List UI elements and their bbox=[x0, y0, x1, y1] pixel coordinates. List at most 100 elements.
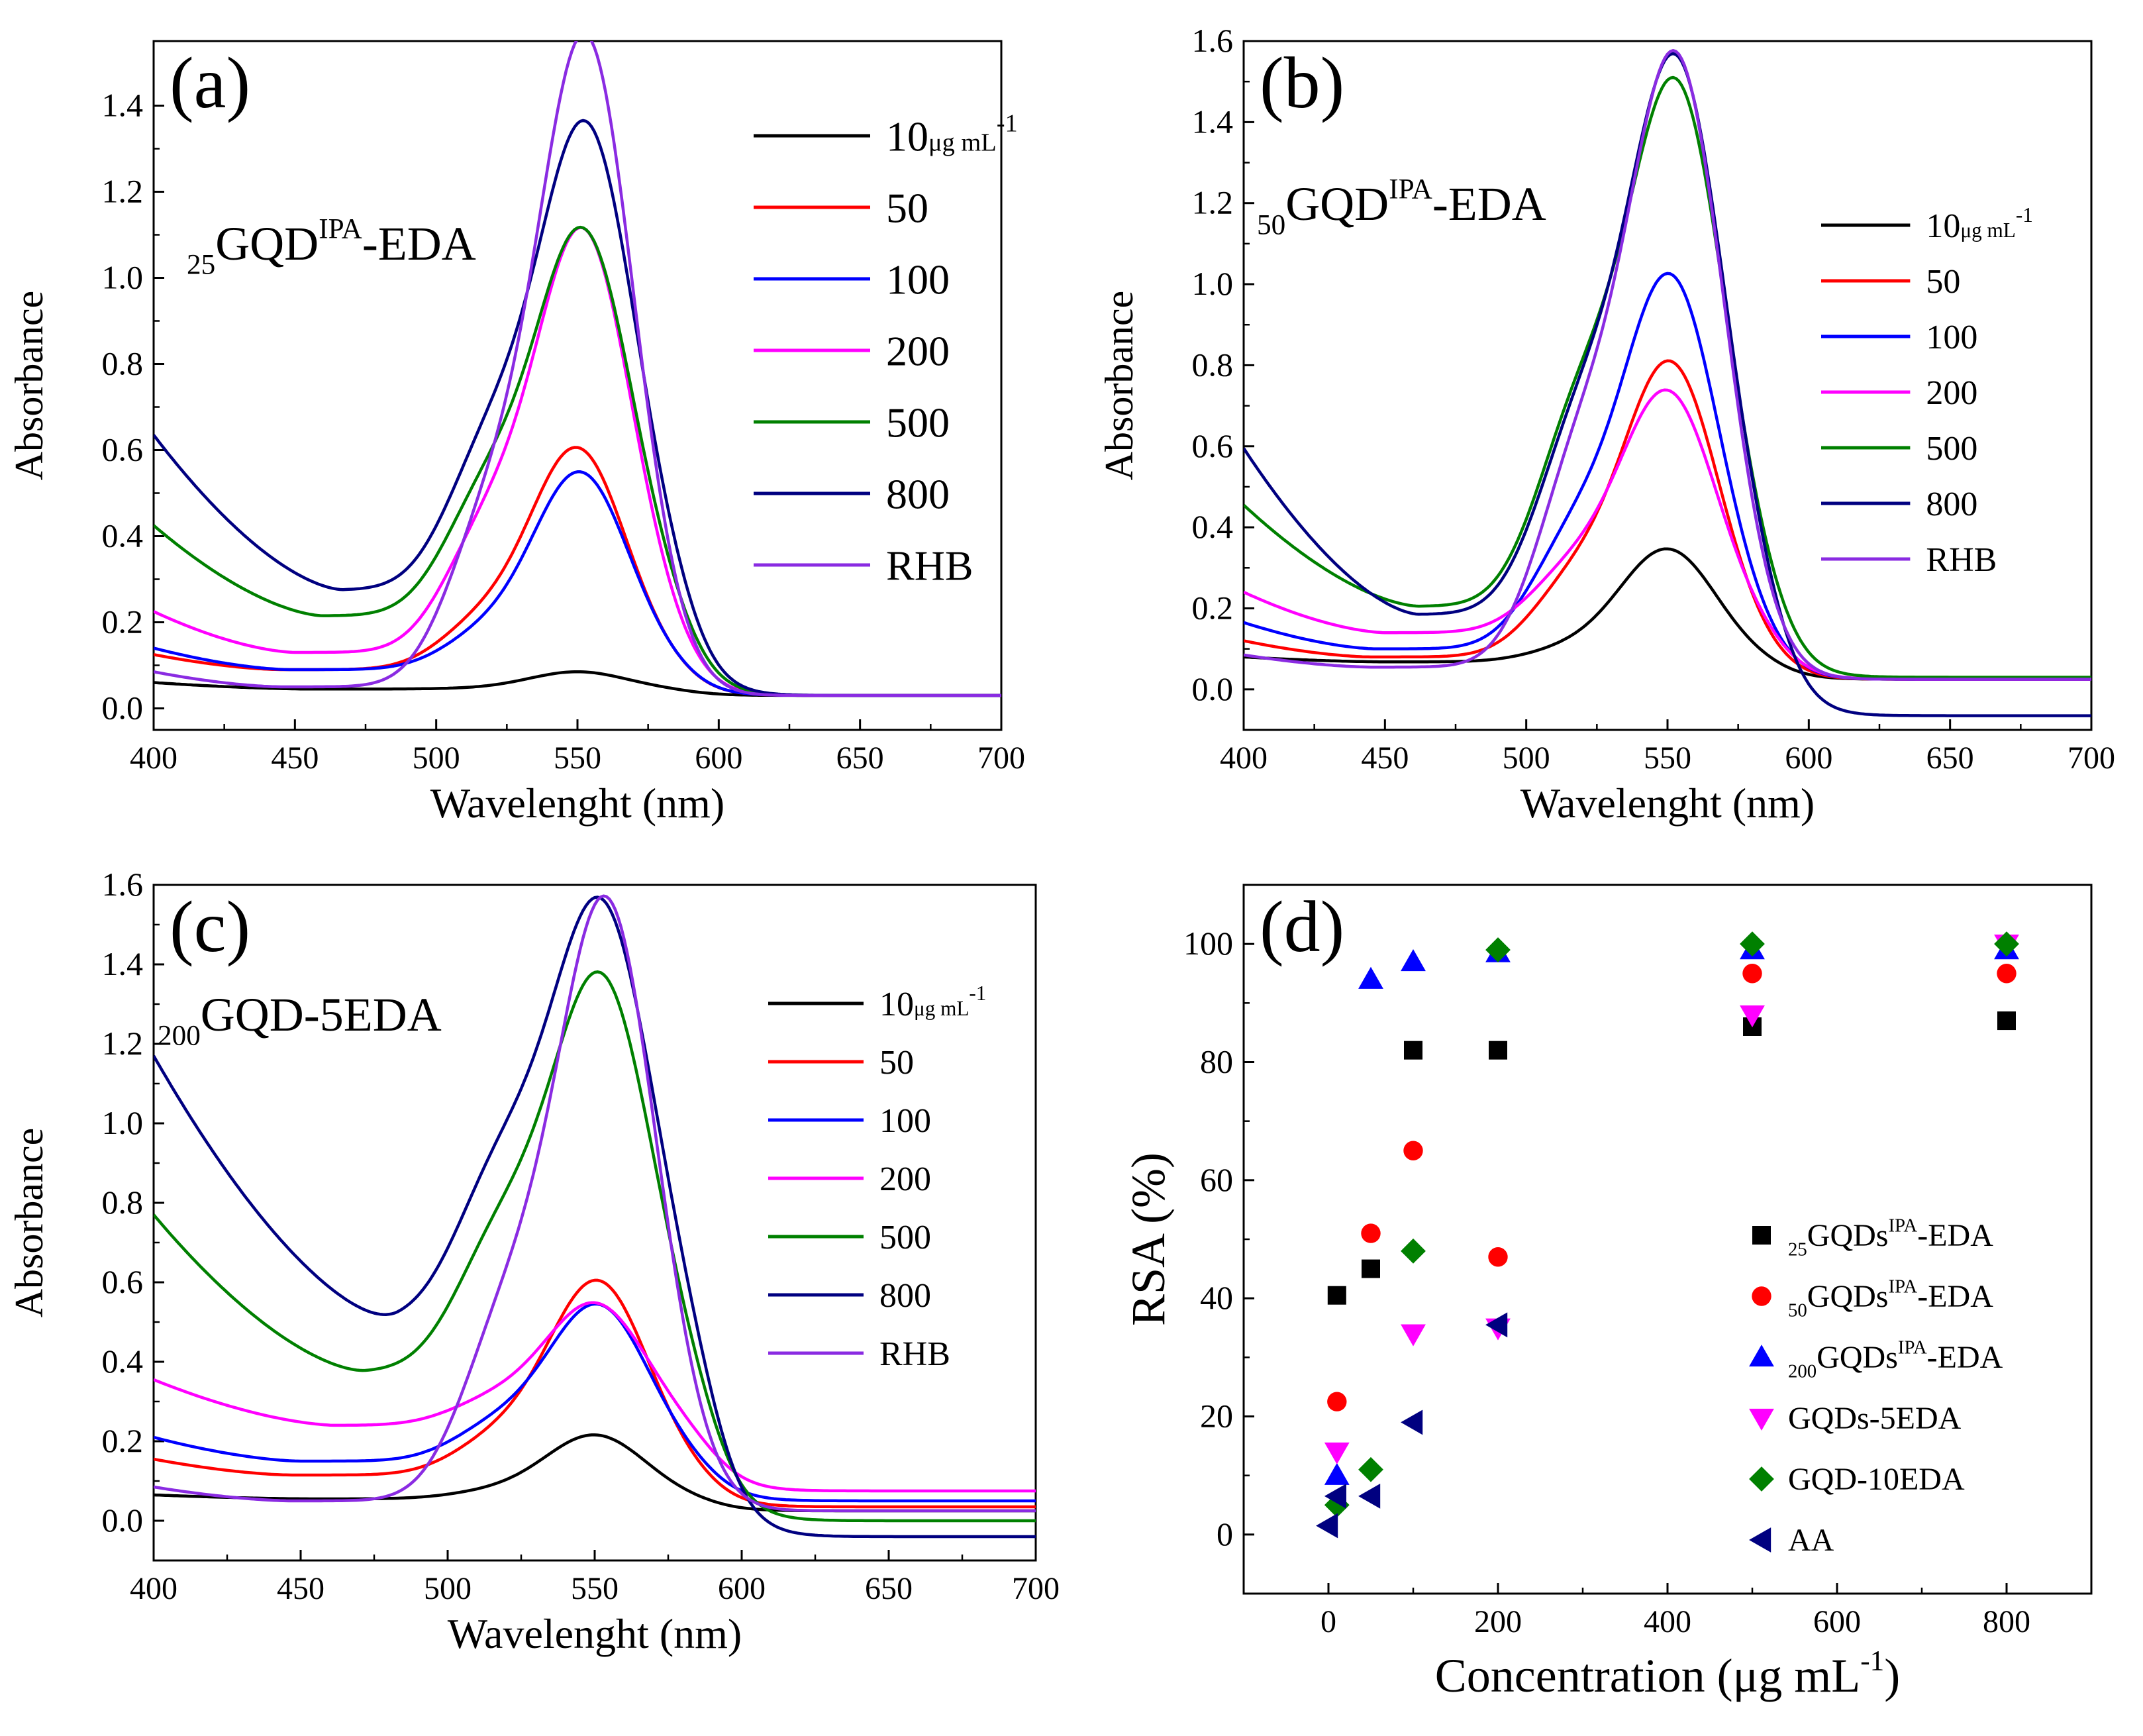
scatter-point-0-3 bbox=[1489, 1041, 1507, 1060]
y-axis-label-a: Absorbance bbox=[7, 291, 51, 481]
y-tick-label-c: 1.6 bbox=[102, 866, 144, 903]
sample-name-b-part-1: GQD bbox=[1285, 178, 1389, 230]
legend-label-c-RHB: RHB bbox=[879, 1335, 950, 1373]
legend-marker-3 bbox=[1749, 1408, 1774, 1431]
legend-label-4-part-0: GQD-10EDA bbox=[1788, 1462, 1965, 1497]
series-line-a-10 bbox=[154, 670, 1001, 697]
sample-name-b-part-3: -EDA bbox=[1432, 178, 1546, 230]
y-tick-label-a: 1.4 bbox=[102, 87, 144, 124]
y-tick-label-c: 0.4 bbox=[102, 1343, 144, 1380]
x-tick-label-a: 550 bbox=[554, 740, 601, 776]
scatter-point-4-4 bbox=[1740, 931, 1765, 957]
scatter-point-3-1 bbox=[1401, 1324, 1426, 1347]
legend-label-b-10-part-2: -1 bbox=[2016, 203, 2033, 227]
legend-label-c-10: 10μg mL-1 bbox=[879, 982, 986, 1023]
scatter-point-1-1 bbox=[1361, 1223, 1381, 1243]
scatter-points-d bbox=[1316, 931, 2019, 1539]
y-tick-label-b: 0.6 bbox=[1192, 427, 1234, 464]
scatter-point-0-0 bbox=[1327, 1286, 1346, 1305]
x-axis-label-a: Wavelenght (nm) bbox=[430, 780, 724, 827]
panel-d: 0 200 400 600 800 0 20 40 60 80 100 Concentration (… bbox=[1122, 884, 2093, 1702]
series-line-a-RHB bbox=[154, 41, 1001, 697]
series-line-c-800 bbox=[154, 895, 1036, 1539]
y-tick-label-b: 1.4 bbox=[1192, 103, 1234, 140]
legend-marker-4 bbox=[1749, 1466, 1774, 1492]
y-tick-label-c: 0.6 bbox=[102, 1263, 144, 1300]
y-tick-label-b: 0.4 bbox=[1192, 508, 1234, 545]
panel-label-b: (b) bbox=[1260, 42, 1344, 123]
x-tick-label-d: 0 bbox=[1321, 1604, 1336, 1639]
legend-label-c-10-part-1: μg mL bbox=[914, 997, 969, 1020]
sample-name-c-part-0: 200 bbox=[158, 1021, 201, 1052]
legend-label-c-800: 800 bbox=[879, 1277, 931, 1315]
x-axis-label-d-part-0: Concentration (μg mL bbox=[1435, 1649, 1860, 1702]
scatter-point-2-2 bbox=[1401, 949, 1426, 972]
series-line-a-500 bbox=[154, 225, 1001, 697]
legend-label-a-500: 500 bbox=[886, 399, 950, 446]
legend-label-5-part-0: AA bbox=[1788, 1523, 1834, 1558]
scatter-point-1-5 bbox=[1997, 964, 2017, 984]
legend-label-a-100: 100 bbox=[886, 256, 950, 303]
x-axis-label-c: Wavelenght (nm) bbox=[448, 1610, 742, 1657]
sample-name-a-part-0: 25 bbox=[187, 250, 215, 281]
legend-marker-0 bbox=[1752, 1226, 1771, 1245]
sample-name-a-part-2: IPA bbox=[319, 214, 362, 245]
y-tick-label-d: 40 bbox=[1200, 1279, 1233, 1316]
legend-label-b-100: 100 bbox=[1926, 319, 1977, 356]
y-tick-label-b: 1.2 bbox=[1192, 184, 1234, 221]
x-tick-label-a: 500 bbox=[413, 740, 460, 776]
y-tick-label-a: 0.0 bbox=[102, 689, 144, 727]
legend-label-b-50: 50 bbox=[1926, 263, 1960, 301]
legend-marker-5 bbox=[1749, 1527, 1771, 1553]
sample-name-b-part-2: IPA bbox=[1389, 174, 1432, 205]
legend-label-5: AA bbox=[1788, 1523, 1834, 1558]
legend-label-0: 25GQDsIPA-EDA bbox=[1788, 1215, 1993, 1260]
x-tick-label-a: 700 bbox=[977, 740, 1025, 776]
sample-name-a-part-3: -EDA bbox=[362, 217, 476, 270]
axes-frame-a bbox=[152, 40, 1003, 731]
scatter-point-4-1 bbox=[1358, 1456, 1383, 1482]
scatter-point-3-3 bbox=[1740, 1005, 1765, 1028]
scatter-point-5-1 bbox=[1324, 1483, 1346, 1509]
x-axis-label-d-part-1: -1 bbox=[1860, 1646, 1884, 1677]
legend-marker-2 bbox=[1749, 1345, 1774, 1367]
legend-label-c-100: 100 bbox=[879, 1102, 931, 1140]
series-line-c-RHB bbox=[154, 894, 1036, 1513]
y-tick-label-a: 1.2 bbox=[102, 173, 144, 210]
legend-label-b-10-part-1: μg mL bbox=[1960, 219, 2015, 242]
y-tick-label-c: 1.4 bbox=[102, 945, 144, 982]
sample-name-c: 200GQD-5EDA bbox=[158, 988, 442, 1052]
x-tick-label-d: 600 bbox=[1813, 1604, 1861, 1639]
legend-label-2: 200GQDsIPA-EDA bbox=[1788, 1337, 2003, 1382]
legend-label-c-10-part-2: -1 bbox=[969, 982, 986, 1005]
scatter-point-0-5 bbox=[1997, 1011, 2016, 1031]
y-tick-label-d: 100 bbox=[1183, 925, 1233, 962]
x-tick-label-d: 800 bbox=[1983, 1604, 2030, 1639]
y-tick-label-a: 0.6 bbox=[102, 431, 144, 468]
legend-label-a-50: 50 bbox=[886, 184, 928, 231]
y-tick-label-b: 1.0 bbox=[1192, 265, 1234, 302]
legend-label-b-800: 800 bbox=[1926, 485, 1977, 523]
legend-label-2-part-0: 200 bbox=[1788, 1360, 1817, 1382]
scatter-point-5-4 bbox=[1485, 1312, 1508, 1338]
x-tick-label-b: 650 bbox=[1926, 740, 1974, 776]
legend-label-2-part-2: IPA bbox=[1898, 1337, 1927, 1358]
legend-label-2-part-1: GQDs bbox=[1817, 1340, 1898, 1375]
x-tick-label-a: 400 bbox=[130, 740, 177, 776]
legend-label-b-10-part-0: 10 bbox=[1926, 207, 1960, 245]
legend-label-b-10: 10μg mL-1 bbox=[1926, 203, 2032, 245]
x-tick-label-c: 550 bbox=[571, 1571, 619, 1606]
scatter-point-0-2 bbox=[1404, 1041, 1422, 1060]
legend-label-c-200: 200 bbox=[879, 1160, 931, 1198]
y-tick-label-c: 0.0 bbox=[102, 1502, 144, 1539]
y-tick-label-c: 1.2 bbox=[102, 1025, 144, 1062]
legend-label-1: 50GQDsIPA-EDA bbox=[1788, 1276, 1993, 1321]
scatter-point-0-1 bbox=[1362, 1259, 1380, 1278]
y-tick-label-a: 1.0 bbox=[102, 259, 144, 296]
panel-c: 400 450 500 550 600 650 700 0.0 0.2 0.4 0.6 0.8 1.0 1… bbox=[7, 866, 1060, 1657]
x-tick-label-b: 700 bbox=[2068, 740, 2115, 776]
series-group-a bbox=[154, 41, 1001, 697]
legend-label-b-200: 200 bbox=[1926, 374, 1977, 412]
legend-label-1-part-2: IPA bbox=[1888, 1276, 1917, 1297]
